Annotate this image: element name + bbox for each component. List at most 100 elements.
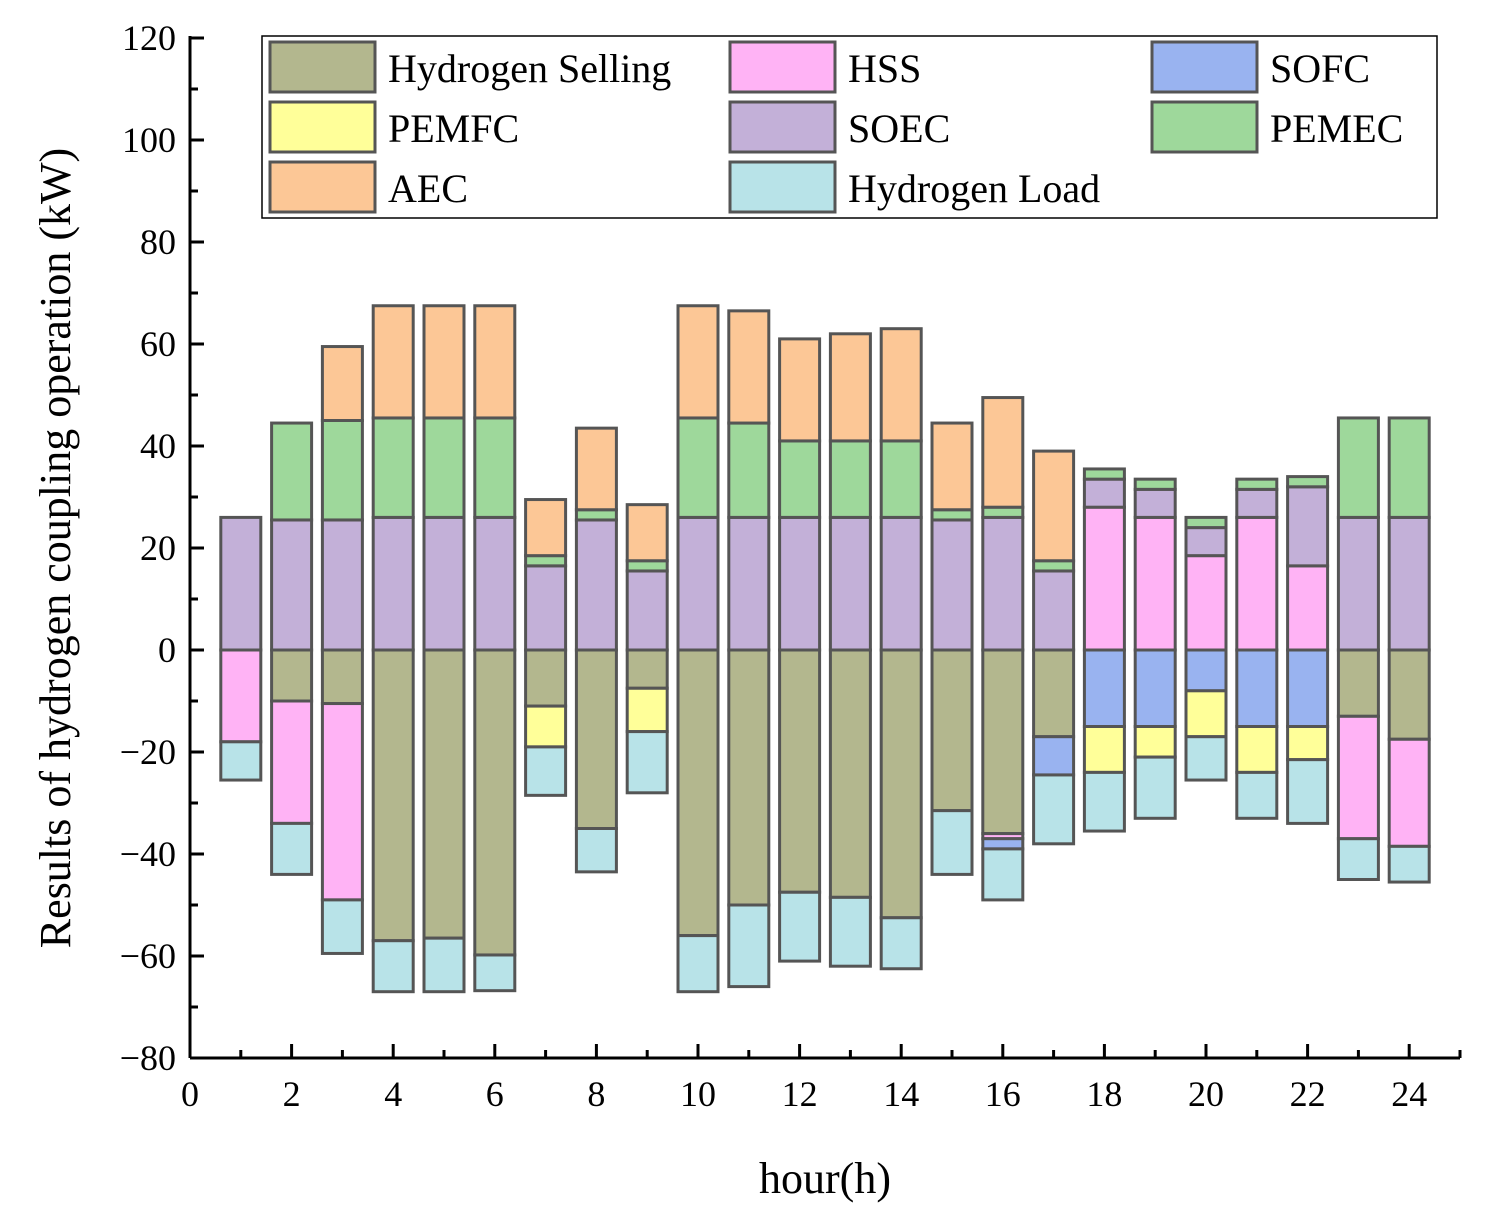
bar-aec-hour-6 [473, 304, 517, 420]
bar-aec-hour-8 [574, 426, 618, 512]
bar-aec-hour-17 [1032, 449, 1076, 563]
bar-soec-hour-16 [981, 515, 1025, 652]
y-tick-label: 100 [122, 120, 176, 160]
bar-pemfc-hour-9 [625, 686, 669, 734]
bar-pemec-hour-11 [727, 421, 771, 519]
legend-label-pemfc: PEMFC [388, 106, 519, 151]
bar-soec-hour-1 [219, 515, 263, 652]
bar-pemec-hour-24 [1387, 416, 1431, 519]
bar-pemec-hour-4 [371, 416, 415, 519]
bar-hydrogen-load-hour-4 [371, 939, 415, 994]
bar-soec-hour-20 [1184, 526, 1228, 558]
y-tick-label: −40 [120, 834, 176, 874]
bar-hss-hour-24 [1387, 737, 1431, 848]
bar-hydrogen-selling-hour-2 [270, 648, 314, 703]
y-tick-label: 20 [140, 528, 176, 568]
x-tick-label: 20 [1188, 1074, 1224, 1114]
bar-hss-hour-23 [1336, 714, 1380, 841]
bar-soec-hour-2 [270, 518, 314, 652]
bar-pemec-hour-10 [676, 416, 720, 519]
bar-hydrogen-load-hour-12 [778, 890, 822, 963]
bar-pemec-hour-13 [828, 439, 872, 519]
legend-label-aec: AEC [388, 166, 468, 211]
bar-hss-hour-1 [219, 648, 263, 744]
bar-pemec-hour-16 [981, 505, 1025, 519]
bar-hydrogen-selling-hour-10 [676, 648, 720, 938]
bar-sofc-hour-19 [1133, 648, 1177, 728]
bar-hydrogen-load-hour-18 [1082, 770, 1126, 833]
bar-aec-hour-12 [778, 337, 822, 443]
bar-soec-hour-15 [930, 518, 974, 652]
bar-hydrogen-selling-hour-11 [727, 648, 771, 907]
bar-pemec-hour-6 [473, 416, 517, 519]
bar-hydrogen-load-hour-7 [524, 745, 568, 797]
bar-pemec-hour-2 [270, 421, 314, 522]
bar-hydrogen-selling-hour-24 [1387, 648, 1431, 741]
bar-aec-hour-7 [524, 498, 568, 558]
x-axis-title: hour(h) [759, 1154, 891, 1203]
bar-aec-hour-11 [727, 309, 771, 425]
legend-swatch-soec [728, 100, 837, 154]
bar-hydrogen-selling-hour-9 [625, 648, 669, 690]
bar-soec-hour-21 [1235, 487, 1279, 519]
bar-soec-hour-5 [422, 515, 466, 652]
bar-hydrogen-load-hour-11 [727, 903, 771, 989]
y-tick-label: −80 [120, 1038, 176, 1078]
bar-pemec-hour-8 [574, 508, 618, 522]
x-tick-label: 22 [1290, 1074, 1326, 1114]
bar-hydrogen-selling-hour-14 [879, 648, 923, 920]
bar-pemec-hour-7 [524, 554, 568, 568]
bar-pemec-hour-12 [778, 439, 822, 519]
bar-hydrogen-load-hour-24 [1387, 844, 1431, 884]
bar-aec-hour-9 [625, 503, 669, 563]
bar-soec-hour-24 [1387, 515, 1431, 652]
bar-hydrogen-selling-hour-5 [422, 648, 466, 940]
bar-hydrogen-selling-hour-6 [473, 648, 517, 957]
bar-hss-hour-3 [320, 702, 364, 902]
bar-hydrogen-load-hour-15 [930, 809, 974, 876]
x-tick-label: 10 [680, 1074, 716, 1114]
bar-hydrogen-load-hour-19 [1133, 755, 1177, 820]
bar-hydrogen-selling-hour-15 [930, 648, 974, 813]
bar-aec-hour-3 [320, 345, 364, 422]
bar-aec-hour-14 [879, 327, 923, 443]
bar-sofc-hour-21 [1235, 648, 1279, 728]
bar-sofc-hour-17 [1032, 735, 1076, 777]
bar-hydrogen-load-hour-10 [676, 934, 720, 994]
legend-swatch-hydrogen-load [728, 160, 837, 214]
bar-soec-hour-10 [676, 515, 720, 652]
legend-swatch-pemfc [268, 100, 377, 154]
legend-swatch-hss [728, 40, 837, 94]
bar-aec-hour-5 [422, 304, 466, 420]
x-tick-label: 24 [1391, 1074, 1427, 1114]
bar-soec-hour-3 [320, 518, 364, 652]
bar-hydrogen-selling-hour-4 [371, 648, 415, 943]
bar-hydrogen-selling-hour-12 [778, 648, 822, 894]
bar-pemec-hour-20 [1184, 515, 1228, 530]
bar-pemec-hour-21 [1235, 477, 1279, 491]
legend-swatch-sofc [1150, 40, 1259, 94]
bar-hydrogen-selling-hour-16 [981, 648, 1025, 836]
y-tick-label: 40 [140, 426, 176, 466]
legend-label-sofc: SOFC [1270, 46, 1370, 91]
bar-soec-hour-18 [1082, 477, 1126, 509]
bar-soec-hour-9 [625, 569, 669, 652]
legend-swatch-aec [268, 160, 377, 214]
bar-sofc-hour-22 [1286, 648, 1330, 728]
legend-label-hss: HSS [848, 46, 921, 91]
x-tick-label: 12 [782, 1074, 818, 1114]
bar-hydrogen-load-hour-13 [828, 895, 872, 968]
bar-pemec-hour-17 [1032, 559, 1076, 573]
bar-hydrogen-selling-hour-17 [1032, 648, 1076, 739]
bar-hydrogen-load-hour-1 [219, 740, 263, 782]
bar-soec-hour-12 [778, 515, 822, 652]
bar-hydrogen-load-hour-6 [473, 953, 517, 993]
bar-soec-hour-11 [727, 515, 771, 652]
x-tick-label: 4 [384, 1074, 402, 1114]
bar-pemfc-hour-20 [1184, 689, 1228, 739]
bar-hydrogen-selling-hour-8 [574, 648, 618, 830]
y-tick-label: 60 [140, 324, 176, 364]
bar-hydrogen-selling-hour-3 [320, 648, 364, 706]
bar-pemec-hour-9 [625, 559, 669, 573]
